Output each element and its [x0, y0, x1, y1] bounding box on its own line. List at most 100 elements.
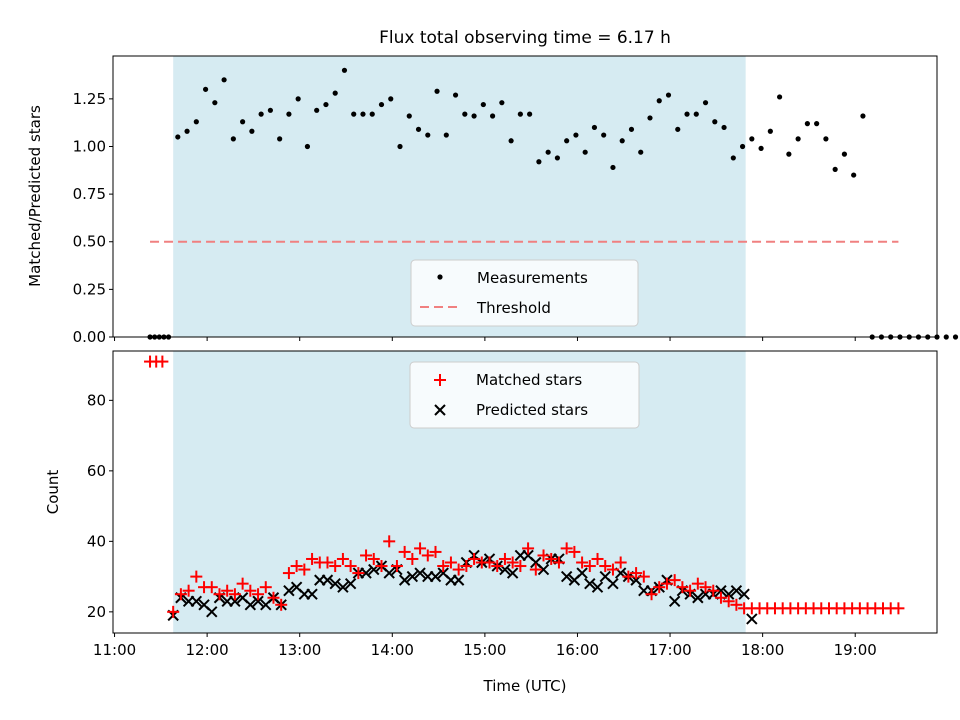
matched-star-point [707, 584, 720, 597]
matched-star-point [205, 581, 218, 594]
matched-star-point [228, 588, 241, 601]
measurement-point [693, 111, 699, 117]
measurement-point [564, 138, 570, 144]
x-axis-label: Time (UTC) [483, 677, 567, 695]
measurement-point [332, 90, 338, 96]
measurement-point [425, 132, 431, 138]
bottom-legend-box [409, 361, 640, 429]
measurement-point [675, 126, 681, 132]
predicted-star-point [429, 570, 442, 583]
matched-star-point [722, 595, 735, 608]
top-y-tick-label: 1.25 [73, 90, 106, 108]
predicted-star-point [229, 595, 241, 607]
matched-star-point [568, 545, 581, 558]
measurement-point [517, 111, 523, 117]
x-tick-label: 14:00 [371, 641, 414, 659]
measurements-legend-label: Measurements [477, 269, 588, 287]
matched-star-point [156, 355, 169, 368]
measurement-point [591, 124, 598, 131]
matched-star-point [537, 549, 550, 562]
predicted-star-point [560, 570, 573, 583]
bottom-legend: Matched stars Predicted stars [409, 361, 640, 429]
measurement-point [536, 159, 542, 165]
predicted-star-point [337, 581, 349, 593]
predicted-star-point [584, 577, 596, 590]
predicted-star-point [576, 567, 588, 579]
x-tick-label: 11:00 [93, 641, 136, 659]
predicted-star-point [730, 584, 743, 597]
measurement-point [499, 100, 505, 106]
measurement-point [758, 145, 764, 151]
predicted-star-point [244, 599, 257, 611]
predicted-star-point [406, 570, 419, 583]
measurement-point [841, 151, 848, 157]
matched-star-point [244, 584, 257, 597]
x-tick-label: 17:00 [648, 641, 691, 659]
predicted-star-point [607, 577, 619, 590]
measurement-point [851, 172, 857, 178]
measurement-point [545, 149, 551, 155]
matched-star-point [552, 556, 565, 569]
matched-star-point [691, 577, 704, 590]
predicted-star-point [398, 574, 411, 586]
matched-star-point [684, 584, 697, 597]
matched-stars-legend-label: Matched stars [476, 371, 582, 389]
measurement-point [619, 138, 625, 144]
measurement-point [323, 101, 329, 108]
x-tick-label: 15:00 [463, 641, 506, 659]
matched-star-point [599, 560, 612, 573]
measurement-point [249, 128, 255, 134]
measurement-point [202, 86, 209, 92]
measurement-point [452, 92, 459, 98]
matched-star-point [560, 542, 573, 555]
predicted-star-point [668, 595, 681, 607]
matched-star-point [182, 584, 195, 597]
matched-star-point [529, 563, 542, 576]
predicted-star-point [206, 606, 218, 618]
matched-star-point [390, 560, 403, 573]
predicted-star-point [329, 577, 341, 590]
measurement-point [462, 111, 468, 117]
measurement-point [860, 113, 866, 119]
x-tick-label: 19:00 [834, 641, 877, 659]
matched-star-point [336, 552, 349, 565]
measurement-point [351, 111, 357, 117]
matched-star-point [275, 598, 288, 611]
measurement-point [943, 334, 949, 340]
measurement-point [628, 126, 635, 132]
measurement-point [230, 136, 236, 142]
measurement-point [823, 136, 829, 142]
measurement-point [786, 151, 792, 157]
measurement-point [684, 111, 690, 117]
x-tick-label: 18:00 [741, 641, 784, 659]
measurement-point [286, 111, 292, 117]
predicted-star-point [746, 613, 758, 625]
measurement-point [443, 132, 449, 138]
matched-star-point [414, 542, 427, 555]
matched-star-point [514, 560, 527, 573]
top-y-axis-label: Matched/Predicted stars [26, 105, 44, 287]
measurements-legend-marker [437, 274, 443, 280]
top-y-tick-label: 0.00 [73, 328, 106, 346]
top-y-tick-label: 0.25 [73, 280, 106, 298]
measurement-point [267, 107, 273, 113]
matched-star-point [676, 581, 689, 594]
measurement-point [415, 126, 422, 132]
matched-star-point [460, 560, 473, 573]
matched-star-point [483, 556, 496, 569]
measurement-point [712, 119, 718, 125]
measurement-point [360, 111, 366, 117]
matched-star-point [252, 588, 265, 601]
matched-star-point [630, 567, 643, 580]
matched-star-point [221, 584, 234, 597]
measurement-point [258, 111, 264, 117]
measurement-point [739, 143, 746, 150]
matched-star-point [614, 556, 627, 569]
measurement-point [184, 128, 190, 134]
matched-star-point [406, 552, 419, 565]
measurement-point [638, 149, 644, 155]
measurement-point [508, 138, 514, 144]
matched-star-point [282, 567, 295, 580]
predicted-star-point [414, 567, 426, 579]
